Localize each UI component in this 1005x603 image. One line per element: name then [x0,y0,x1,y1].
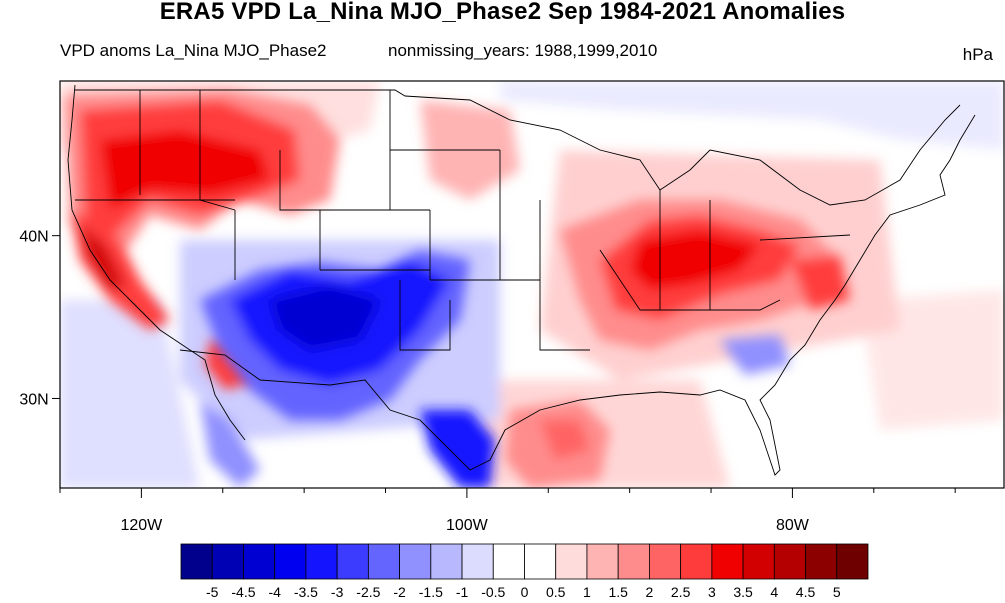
colorbar-box [773,543,806,580]
pacific-coastline [67,84,246,441]
coastlines-borders [67,84,976,476]
state-boundaries [75,90,851,351]
region-gulf-peak [540,420,590,460]
colorbar-box [211,543,244,580]
colorbar-box [336,543,369,580]
colorbar-box [305,543,338,580]
colorbar-box [711,543,744,580]
colorbar-label: -2.5 [356,584,380,600]
lat-tick-label: 30N [19,391,48,408]
colorbar: -5 -4.5 -4 -3.5 -3 -2.5 -2 -1.5 -1 -0.5 0 0.5 1 1.5 2 2… [180,543,869,600]
colorbar-label: -2 [393,584,406,600]
colorbar-box [461,543,494,580]
colorbar-label: -3 [331,584,344,600]
region-north-faint-blue [500,81,1004,150]
region-ohio-tennessee-peak [630,230,760,290]
colorbar-box [805,543,838,580]
map-ticks: 120W 100W 80W 40N 30N [19,229,956,534]
colorbar-label: 1.5 [608,584,628,600]
anomaly-field [60,81,1004,488]
colorbar-label: -3.5 [294,584,318,600]
region-northwest-peak [100,130,270,210]
subtitle-left: VPD anoms La_Nina MJO_Phase2 [60,41,327,60]
colorbar-box [617,543,650,580]
colorbar-label: -1 [456,584,469,600]
gulf-atlantic-coastline [179,114,976,476]
colorbar-box [274,543,307,580]
units-label: hPa [962,45,993,64]
region-pacific-faint-blue [60,300,200,488]
colorbar-box [399,543,432,580]
region-southeast-georgia [720,335,790,375]
region-california-peak [80,225,125,290]
colorbar-label: -0.5 [481,584,505,600]
colorbar-label: 3 [708,584,716,600]
colorbar-box [430,543,463,580]
colorbar-box [680,543,713,580]
colorbar-label: 1 [583,584,591,600]
region-south-texas [420,410,495,488]
lon-tick-label: 80W [776,517,810,534]
colorbar-box [243,543,276,580]
colorbar-label: -4 [268,584,281,600]
colorbar-box [836,543,869,580]
page-title: ERA5 VPD La_Nina MJO_Phase2 Sep 1984-202… [159,0,846,25]
plot-frame [59,80,1005,489]
region-four-corners-peak [270,285,380,350]
region-mid-atlantic [790,255,850,310]
colorbar-box [180,543,213,580]
subtitle-right: nonmissing_years: 1988,1999,2010 [388,41,658,60]
colorbar-box [524,543,557,580]
colorbar-label: -1.5 [419,584,443,600]
colorbar-label: 4 [770,584,778,600]
colorbar-label: 4.5 [796,584,816,600]
colorbar-label: -5 [206,584,219,600]
colorbar-label: -4.5 [231,584,255,600]
colorbar-label: 2.5 [671,584,691,600]
colorbar-label: 0 [521,584,529,600]
colorbar-label: 3.5 [733,584,753,600]
colorbar-box [649,543,682,580]
northern-border [75,89,961,206]
colorbar-box [586,543,619,580]
colorbar-label: 5 [833,584,841,600]
colorbar-label: 2 [646,584,654,600]
lat-tick-label: 40N [19,229,48,246]
colorbar-box [742,543,775,580]
colorbar-box [367,543,400,580]
region-baja-negative [200,400,260,488]
lon-tick-label: 120W [120,517,163,534]
colorbar-box [555,543,588,580]
colorbar-label: 0.5 [546,584,566,600]
colorbar-box [492,543,525,580]
lon-tick-label: 100W [446,517,489,534]
